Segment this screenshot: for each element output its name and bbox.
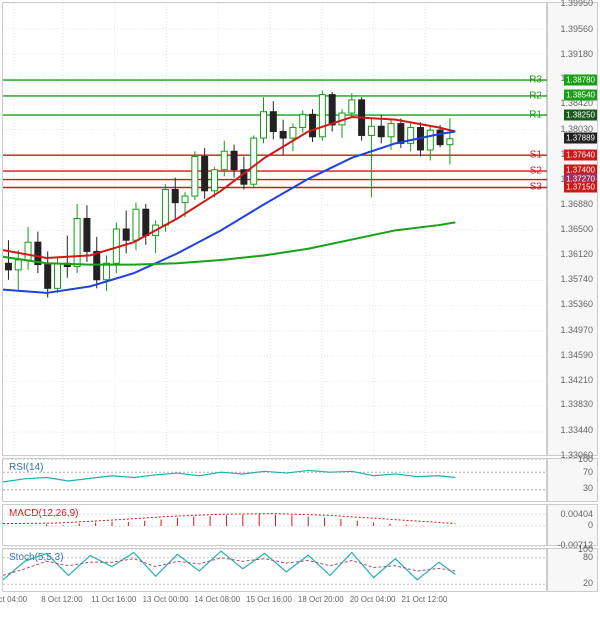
macd-panel[interactable]: MACD(12,26,9) xyxy=(2,504,547,546)
level-price-R2: 1.38540 xyxy=(564,90,597,101)
level-label-S3: S3 xyxy=(528,182,544,193)
macd-y-axis: -0.0071200.00404 xyxy=(547,504,598,546)
x-tick: 18 Oct 20:00 xyxy=(298,596,344,605)
x-axis: ct 04:00 8 Oct 12:00 11 Oct 16:00 13 Oct 00… xyxy=(2,594,547,622)
level-label-R2: R2 xyxy=(527,90,544,101)
rsi-svg xyxy=(3,459,548,503)
level-label-S1: S1 xyxy=(528,150,544,161)
x-tick: 20 Oct 04:00 xyxy=(350,596,396,605)
x-tick: 13 Oct 00:00 xyxy=(143,596,189,605)
main-chart-svg xyxy=(3,3,548,457)
level-price-R1: 1.38250 xyxy=(564,109,597,120)
level-label-S2: S2 xyxy=(528,166,544,177)
macd-svg xyxy=(3,505,548,547)
stoch-svg xyxy=(3,549,548,593)
rsi-y-axis: 3070100 xyxy=(547,458,598,502)
x-tick: 14 Oct 08:00 xyxy=(194,596,240,605)
main-y-axis: 1.330601.334401.338301.342101.345901.349… xyxy=(547,2,598,456)
x-tick: 8 Oct 12:00 xyxy=(41,596,82,605)
main-price-chart[interactable]: R3 R2 R1 S1 S2 S3 xyxy=(2,2,547,456)
x-tick: 21 Oct 12:00 xyxy=(401,596,447,605)
level-price-S1: 1.37640 xyxy=(564,149,597,160)
x-tick: ct 04:00 xyxy=(0,596,27,605)
level-price-S3: 1.37150 xyxy=(564,181,597,192)
rsi-panel[interactable]: RSI(14) xyxy=(2,458,547,502)
stoch-panel[interactable]: Stoch(5,5,3) xyxy=(2,548,547,592)
level-price-R3: 1.38780 xyxy=(564,74,597,85)
x-tick: 15 Oct 16:00 xyxy=(246,596,292,605)
x-tick: 11 Oct 16:00 xyxy=(91,596,136,605)
level-label-R3: R3 xyxy=(527,75,544,86)
current-price-tag: 1.37889 xyxy=(564,133,597,144)
level-label-R1: R1 xyxy=(527,110,544,121)
stoch-y-axis: 2080100 xyxy=(547,548,598,592)
